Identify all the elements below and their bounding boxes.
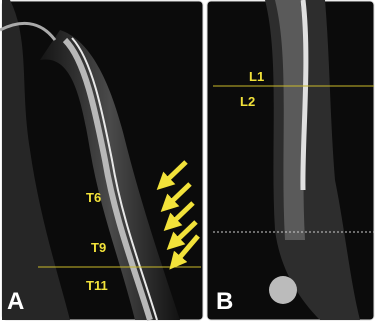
level-label: T9 xyxy=(91,240,106,255)
level-label: L2 xyxy=(240,94,255,109)
panel-label: A xyxy=(7,288,24,315)
spinal-canal xyxy=(300,0,309,191)
bladder xyxy=(269,276,297,304)
level-label: L1 xyxy=(249,69,264,84)
arrow xyxy=(160,182,192,213)
arrow xyxy=(166,220,198,251)
spinal-cord xyxy=(62,37,153,321)
arrow xyxy=(156,160,188,191)
skull-base xyxy=(0,21,57,41)
level-label: T6 xyxy=(86,190,101,205)
arrow xyxy=(163,201,195,232)
soft-tissue xyxy=(2,0,70,320)
arrow xyxy=(169,234,200,270)
panel-b: L1 L2 B xyxy=(206,0,375,321)
vertebral-column xyxy=(275,0,305,240)
csf xyxy=(71,37,158,321)
panel-label: B xyxy=(216,288,233,315)
level-label: T11 xyxy=(86,278,108,293)
arrows xyxy=(156,160,200,270)
panel-a: T6 T9 T11 A xyxy=(0,0,204,321)
